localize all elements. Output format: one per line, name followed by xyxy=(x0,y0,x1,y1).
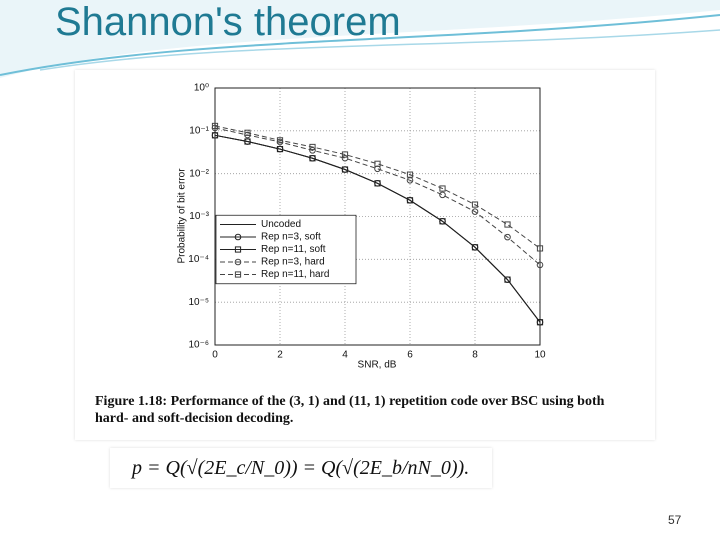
x-axis-label: SNR, dB xyxy=(358,360,397,371)
marker xyxy=(536,319,544,326)
marker xyxy=(309,155,316,162)
header-decoration xyxy=(0,0,720,78)
marker xyxy=(341,151,349,158)
series-line xyxy=(214,134,541,323)
marker xyxy=(471,208,479,215)
marker xyxy=(439,218,446,225)
y-tick-label: 10⁻⁴ xyxy=(188,254,209,265)
marker xyxy=(504,276,511,283)
figure-caption: Figure 1.18: Performance of the (3, 1) a… xyxy=(95,394,605,426)
legend-marker xyxy=(234,246,242,253)
legend-label: Rep n=11, soft xyxy=(261,244,326,255)
y-tick-label: 10⁻¹ xyxy=(189,125,209,136)
y-tick-label: 10⁻³ xyxy=(189,211,209,222)
marker xyxy=(374,180,381,187)
legend-label: Uncoded xyxy=(261,219,301,230)
marker xyxy=(439,185,446,192)
y-tick-label: 10⁰ xyxy=(194,83,209,94)
x-tick-label: 4 xyxy=(342,350,348,361)
figure xyxy=(75,70,655,440)
marker xyxy=(536,245,544,252)
marker xyxy=(341,154,349,162)
x-tick-label: 6 xyxy=(407,350,413,361)
marker xyxy=(276,137,284,144)
legend-label: Rep n=3, soft xyxy=(261,232,321,243)
marker xyxy=(341,166,349,173)
y-axis-label: Probability of bit error xyxy=(177,168,188,264)
plot-frame xyxy=(214,87,541,346)
marker xyxy=(406,197,414,204)
legend-label: Rep n=3, hard xyxy=(261,257,325,268)
x-tick-label: 2 xyxy=(277,350,283,361)
marker xyxy=(309,147,316,154)
x-tick-label: 10 xyxy=(534,350,546,361)
marker xyxy=(504,233,511,241)
marker xyxy=(276,145,284,153)
legend-marker xyxy=(234,271,242,278)
marker xyxy=(211,132,219,139)
marker xyxy=(471,244,479,251)
swoosh-line xyxy=(39,29,720,71)
swoosh xyxy=(0,0,720,78)
legend-marker xyxy=(234,233,242,241)
marker xyxy=(536,261,544,269)
x-tick-label: 8 xyxy=(472,350,478,361)
marker xyxy=(504,221,511,228)
marker xyxy=(211,122,219,130)
swoosh-line xyxy=(0,14,720,76)
x-tick-label: 0 xyxy=(212,350,218,361)
y-tick-label: 10⁻⁵ xyxy=(188,297,209,308)
marker xyxy=(309,143,316,151)
legend-marker xyxy=(234,258,242,266)
formula: p = Q(√(2E_c/N_0)) = Q(√(2E_b/nN_0)). xyxy=(110,448,492,488)
marker xyxy=(471,201,479,208)
slide-title: Shannon's theorem xyxy=(55,0,401,44)
y-tick-label: 10⁻² xyxy=(189,168,209,179)
chart: SNR, dB Probability of bit error 10⁰ 10⁻¹… xyxy=(177,83,546,371)
legend-label: Rep n=11, hard xyxy=(261,269,329,280)
marker xyxy=(439,191,446,199)
marker xyxy=(244,129,251,136)
marker xyxy=(406,171,414,178)
page-number: 57 xyxy=(668,513,682,527)
marker xyxy=(374,160,381,167)
marker xyxy=(244,138,251,145)
series-line xyxy=(214,127,541,266)
y-tick-label: 10⁻⁶ xyxy=(188,340,209,351)
